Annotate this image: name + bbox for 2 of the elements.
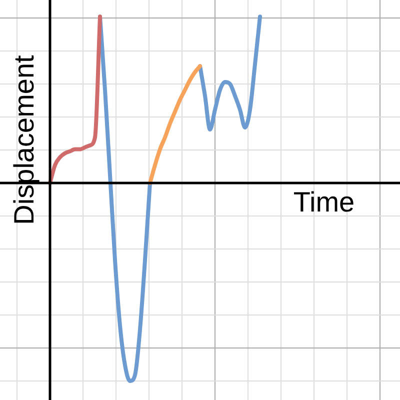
x-axis-title: Time bbox=[293, 186, 355, 218]
y-axis-title: Displacement bbox=[8, 54, 40, 225]
